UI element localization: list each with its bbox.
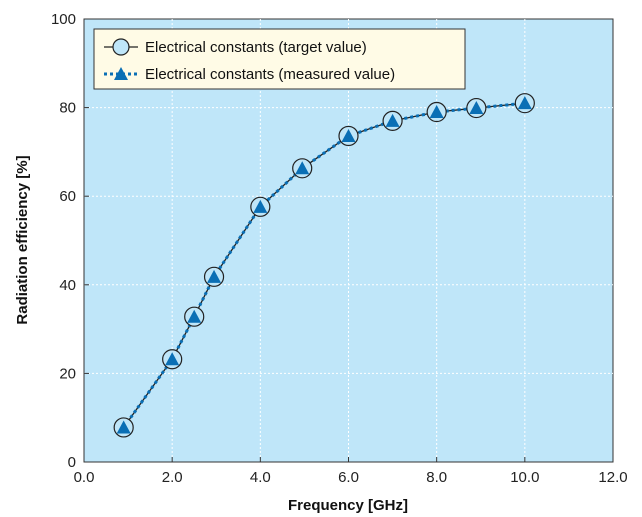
legend-box bbox=[93, 28, 466, 90]
y-tick-label: 60 bbox=[59, 188, 76, 205]
y-tick-label: 40 bbox=[59, 277, 76, 294]
legend: Electrical constants (target value) Elec… bbox=[93, 28, 466, 90]
x-tick-label: 8.0 bbox=[426, 469, 447, 486]
legend-measured-triangle-icon bbox=[114, 67, 128, 80]
y-axis-label: Radiation efficiency [%] bbox=[14, 155, 31, 324]
measured-point bbox=[469, 101, 484, 115]
y-tick-label: 20 bbox=[59, 365, 76, 382]
x-tick-label: 2.0 bbox=[162, 469, 183, 486]
y-tick-label: 0 bbox=[68, 454, 76, 471]
y-tick-label: 80 bbox=[59, 100, 76, 117]
x-tick-label: 0.0 bbox=[74, 469, 95, 486]
measured-point bbox=[165, 352, 180, 366]
measured-point bbox=[341, 128, 356, 142]
x-tick-label: 4.0 bbox=[250, 469, 271, 486]
measured-point bbox=[207, 269, 222, 283]
legend-target-circle-icon bbox=[112, 38, 130, 56]
y-tick-label: 100 bbox=[51, 11, 76, 28]
measured-point bbox=[295, 161, 310, 175]
measured-point bbox=[116, 420, 131, 434]
measured-point bbox=[253, 199, 268, 213]
legend-target-label: Electrical constants (target value) bbox=[145, 39, 367, 56]
measured-point bbox=[517, 96, 532, 110]
x-tick-label: 6.0 bbox=[338, 469, 359, 486]
measured-point bbox=[187, 309, 202, 323]
series-layer bbox=[113, 93, 535, 438]
legend-measured-label: Electrical constants (measured value) bbox=[145, 66, 395, 83]
measured-series-line bbox=[122, 101, 525, 429]
x-axis-ticks: 0.0 2.0 4.0 6.0 8.0 10.0 12.0 bbox=[74, 457, 628, 486]
x-tick-label: 10.0 bbox=[510, 469, 539, 486]
measured-point bbox=[385, 113, 400, 127]
x-axis-label: Frequency [GHz] bbox=[288, 497, 408, 514]
measured-point bbox=[429, 105, 444, 119]
y-axis-ticks: 0 20 40 60 80 100 bbox=[51, 11, 89, 471]
x-tick-label: 12.0 bbox=[598, 469, 627, 486]
